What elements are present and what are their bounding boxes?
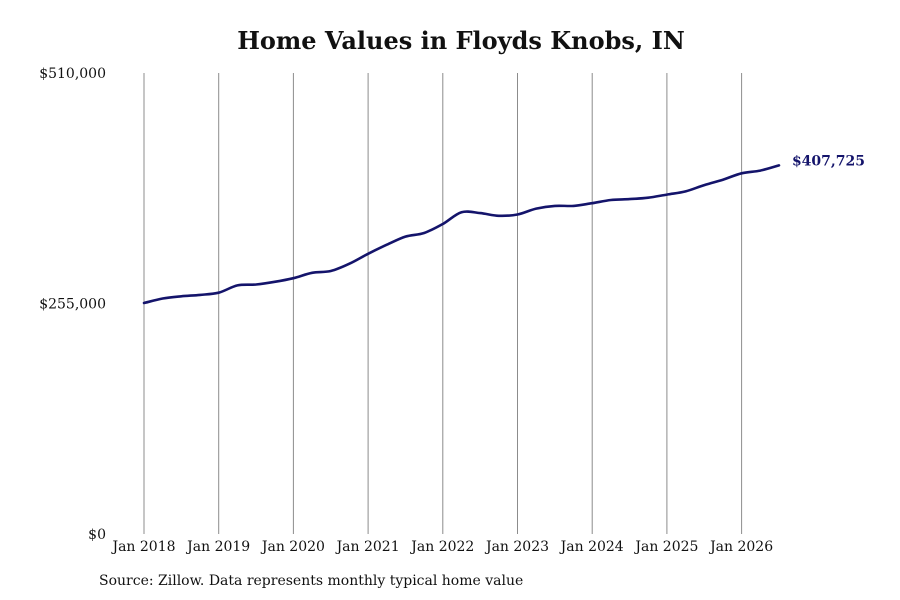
x-tick-label: Jan 2024 [559, 539, 624, 555]
x-tick-label: Jan 2022 [409, 539, 474, 555]
series-line-home-value [142, 164, 781, 305]
y-tick-label: $510,000 [39, 66, 106, 82]
y-tick-label: $255,000 [39, 297, 106, 313]
x-tick-label: Jan 2019 [185, 539, 250, 555]
y-tick-label: $0 [88, 527, 106, 543]
x-tick-label: Jan 2020 [260, 539, 325, 555]
source-note: Source: Zillow. Data represents monthly … [99, 573, 524, 589]
x-tick-label: Jan 2025 [633, 539, 698, 555]
x-tick-label: Jan 2023 [484, 539, 549, 555]
x-tick-label: Jan 2026 [708, 539, 773, 555]
x-axis-ticks: Jan 2018 Jan 2019 Jan 2020 Jan 2021 Jan 2022… [110, 539, 773, 555]
grid-lines [143, 73, 743, 534]
x-tick-label: Jan 2018 [110, 539, 175, 555]
end-value-label: $407,725 [792, 153, 865, 169]
chart-title: Home Values in Floyds Knobs, IN [237, 26, 685, 55]
y-axis-ticks: $0 $255,000 $510,000 [39, 66, 106, 543]
x-tick-label: Jan 2021 [335, 539, 400, 555]
